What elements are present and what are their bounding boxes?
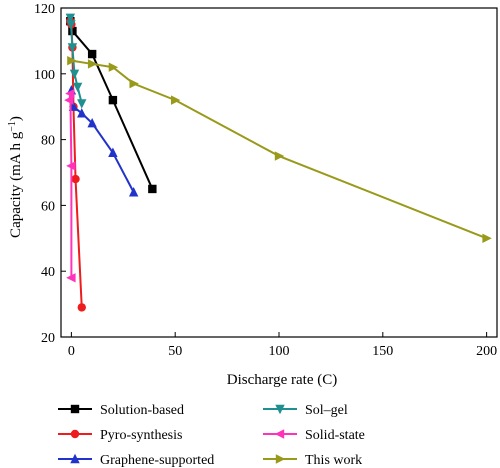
plot-area	[60, 7, 498, 338]
series-line	[68, 93, 73, 278]
data-point	[148, 184, 157, 194]
data-point	[66, 161, 76, 171]
x-tick-label: 100	[269, 344, 290, 359]
data-point	[77, 303, 86, 312]
data-point	[108, 62, 119, 72]
x-axis-label: Discharge rate (C)	[227, 372, 338, 388]
series-4	[64, 88, 76, 283]
y-tick-label: 80	[41, 134, 55, 149]
legend-marker	[274, 429, 285, 439]
data-point	[77, 108, 87, 118]
x-tick-label: 50	[168, 344, 182, 359]
data-point	[72, 82, 83, 93]
y-tick-label: 60	[41, 199, 55, 214]
legend-marker	[275, 404, 285, 415]
y-axis-label-exponent: −1	[7, 121, 18, 132]
legend-label: Graphene-supported	[100, 453, 214, 468]
legend-item: This work	[263, 453, 362, 468]
plot-frame	[60, 7, 498, 338]
data-point	[128, 187, 139, 197]
y-axis-label-base: Capacity (mA h g	[8, 131, 24, 238]
data-point	[69, 69, 80, 79]
data-point	[66, 20, 76, 30]
data-point	[65, 13, 76, 24]
y-tick-label: 100	[34, 68, 55, 83]
data-point	[87, 49, 97, 59]
data-point	[170, 95, 181, 105]
legend-item: Sol–gel	[263, 403, 348, 418]
legend-marker	[70, 429, 80, 439]
y-tick-label: 120	[34, 2, 55, 17]
x-tick-label: 200	[476, 344, 497, 359]
legend-item: Graphene-supported	[58, 453, 214, 468]
data-point	[482, 233, 492, 243]
data-point	[66, 273, 76, 283]
x-tick-label: 0	[68, 344, 75, 359]
series-0	[66, 16, 157, 194]
legend-item: Solid-state	[263, 428, 365, 443]
y-axis-label: Capacity (mA h g−1)	[7, 116, 24, 238]
data-point	[65, 88, 75, 99]
data-point	[77, 99, 87, 109]
legend-item: Solution-based	[58, 403, 184, 418]
x-tick-label: 150	[372, 344, 393, 359]
data-point	[67, 55, 77, 66]
legend-label: Solution-based	[100, 403, 184, 418]
series-line	[71, 59, 487, 240]
legend-label: Pyro-synthesis	[100, 428, 182, 443]
data-point	[71, 174, 80, 184]
series-layer	[64, 13, 492, 312]
data-point	[87, 117, 97, 128]
data-point	[87, 59, 98, 69]
legend-item: Pyro-synthesis	[58, 428, 182, 443]
legend-label: This work	[305, 453, 362, 468]
data-point	[108, 147, 118, 157]
legend: Solution-based Pyro-synthesis Graphene-sup…	[58, 403, 365, 468]
data-point	[274, 151, 285, 161]
data-point	[67, 43, 78, 53]
axis-ticks: 0 50 100 150 200 20 40 60 80 100 120	[34, 2, 497, 359]
y-tick-label: 20	[41, 331, 55, 346]
data-point	[64, 95, 74, 105]
legend-marker	[70, 404, 80, 414]
y-axis-label-close: )	[8, 116, 24, 121]
legend-label: Solid-state	[305, 428, 365, 443]
legend-label: Sol–gel	[305, 403, 348, 418]
series-5	[67, 55, 492, 243]
data-point	[129, 78, 139, 89]
data-point	[108, 95, 118, 105]
y-tick-label: 40	[41, 265, 55, 280]
legend-marker	[70, 453, 80, 464]
legend-marker	[275, 454, 286, 464]
